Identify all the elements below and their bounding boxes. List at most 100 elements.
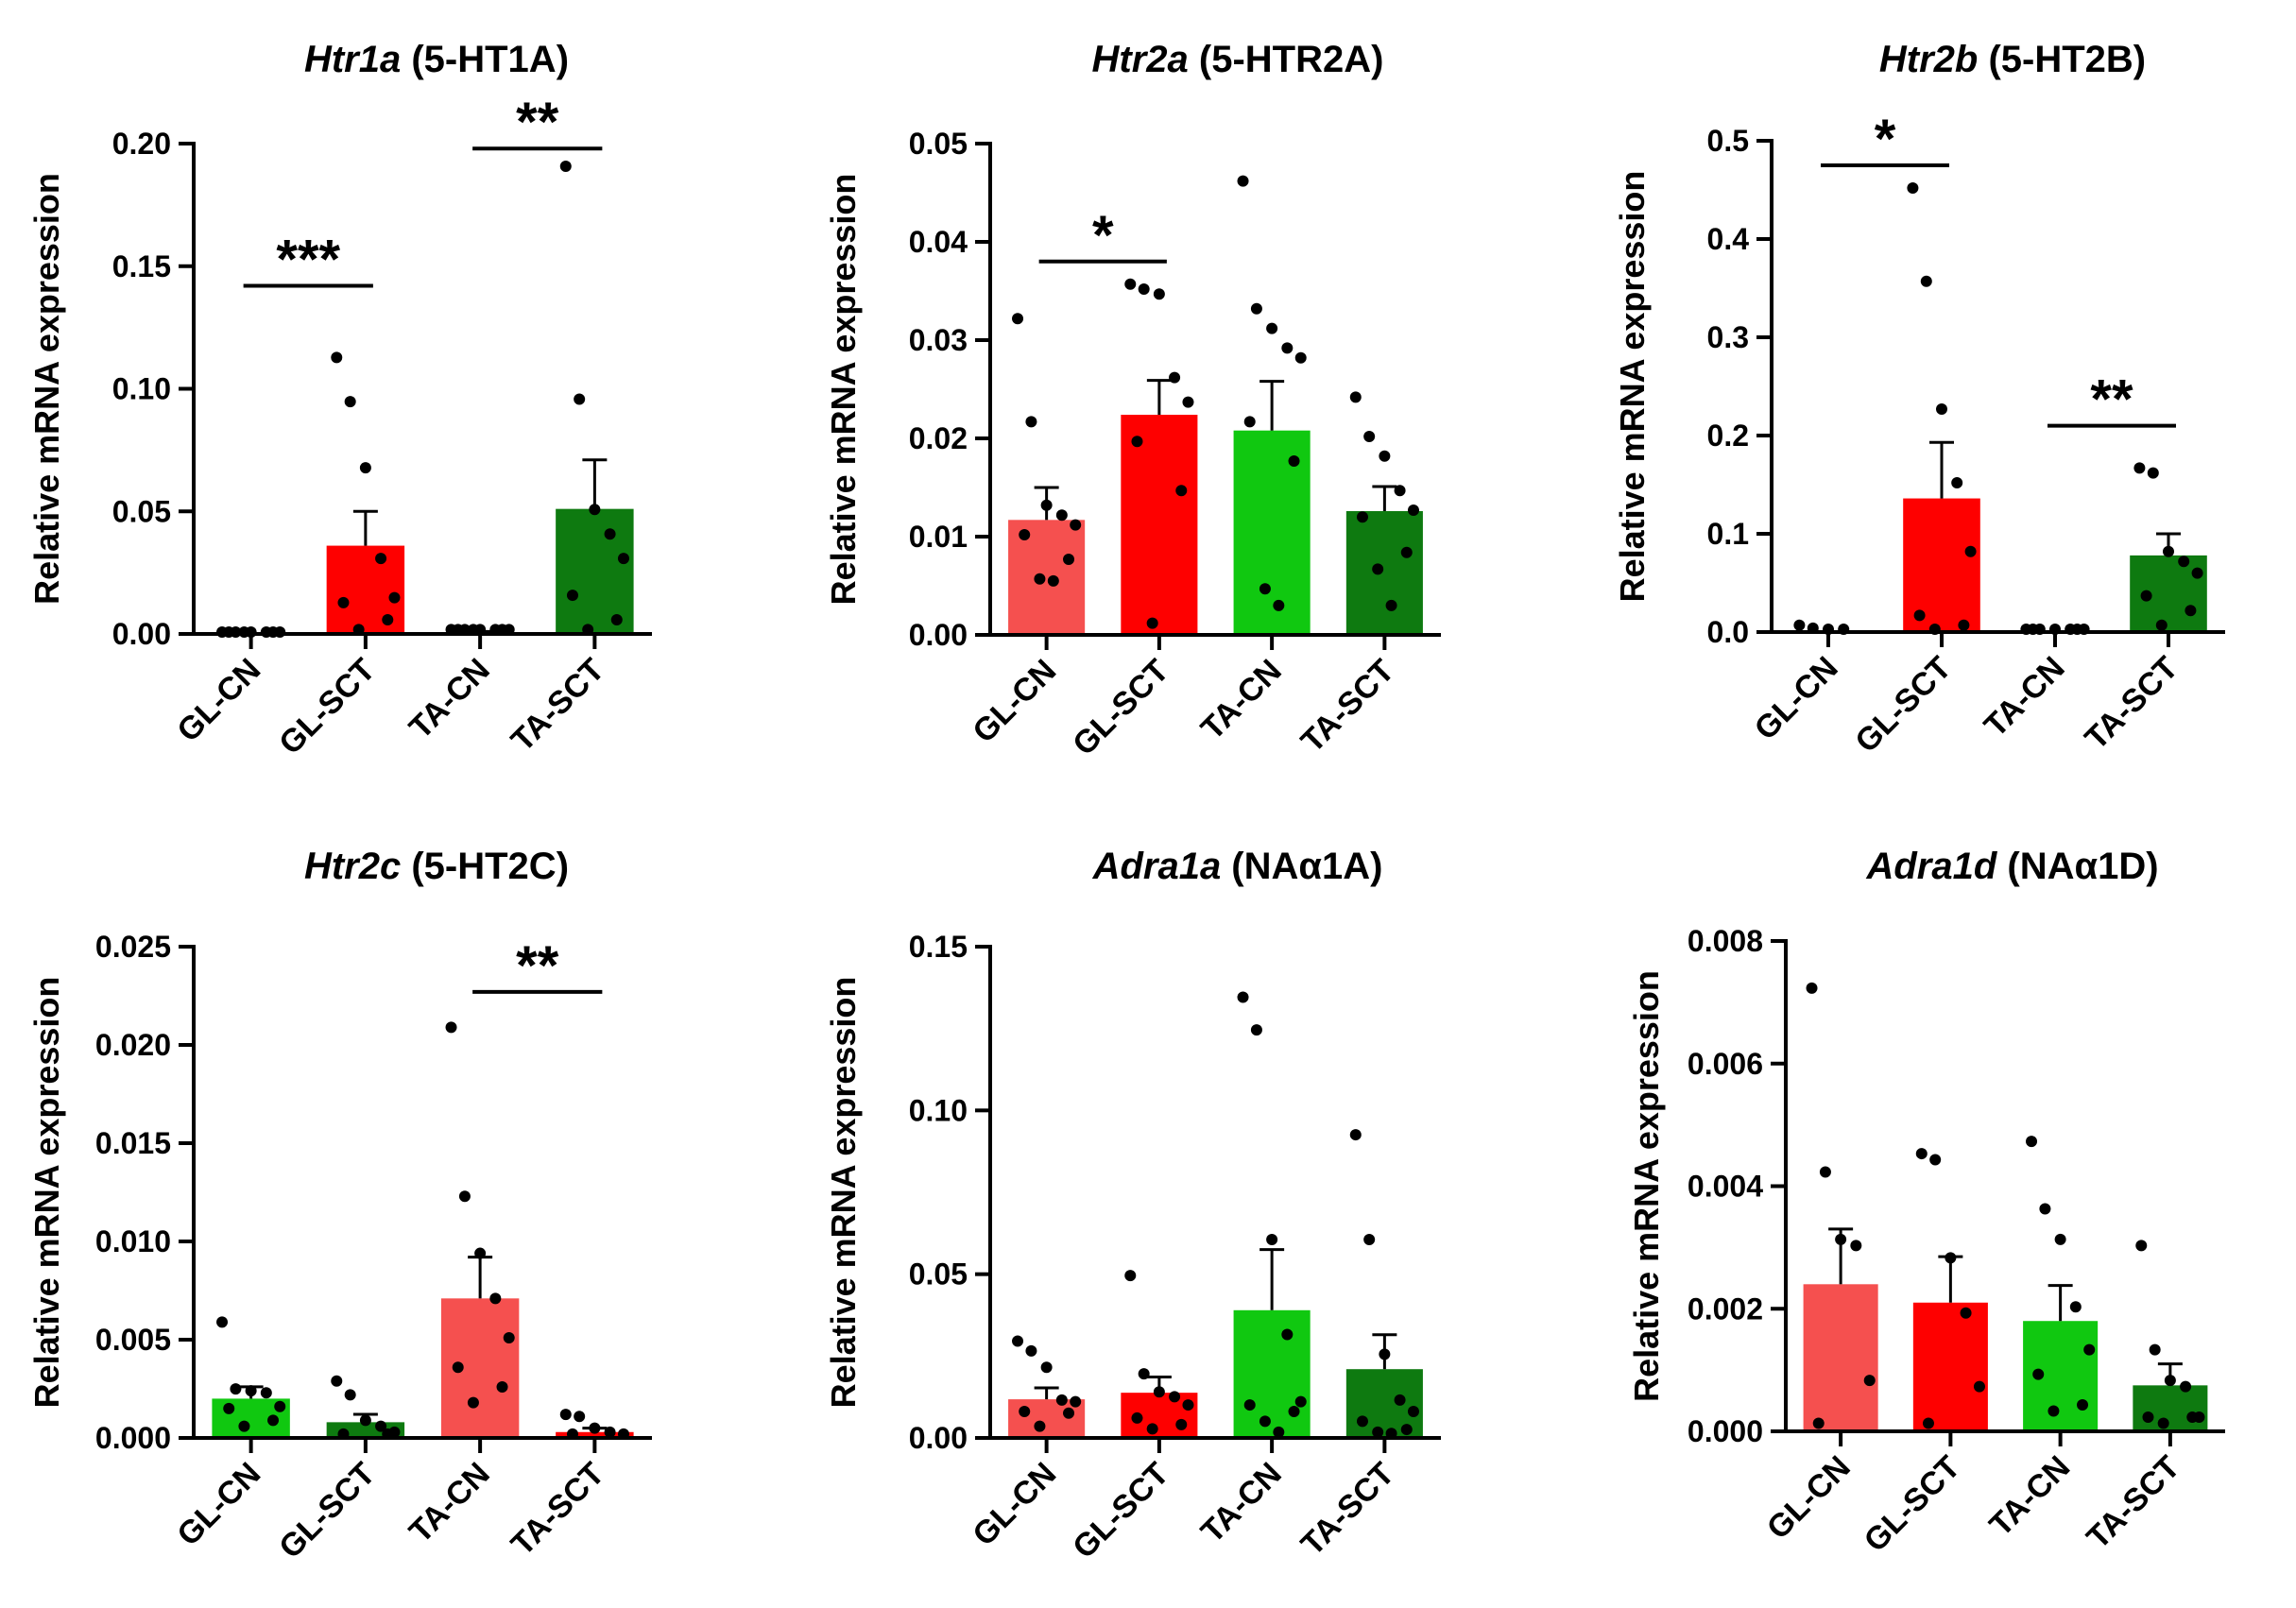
data-point	[1913, 609, 1926, 622]
data-point	[2147, 467, 2159, 479]
chart-title: Adra1d (NAα1D)	[1865, 846, 2158, 887]
data-point	[1936, 403, 1947, 415]
data-point	[1400, 546, 1413, 558]
bar-gl-sct	[1121, 415, 1198, 635]
data-point	[337, 596, 350, 608]
x-tick-label-gl-sct: GL-SCT	[1858, 1449, 1968, 1560]
data-point	[1281, 1328, 1294, 1341]
data-point	[445, 1021, 457, 1034]
y-axis-label: Relative mRNA expression	[824, 977, 863, 1409]
data-point	[1070, 1395, 1082, 1408]
chart-title-gene: Htr2a	[1092, 39, 1189, 80]
bar-ta-sct	[1345, 510, 1423, 635]
significance-marker: ***	[276, 230, 340, 291]
data-point	[1131, 1411, 1143, 1424]
data-point	[1363, 1234, 1376, 1245]
x-tick-label-gl-cn: GL-CN	[1760, 1449, 1858, 1547]
y-tick-label: 0.4	[1707, 222, 1750, 256]
chart-title: Htr2b (5-HT2B)	[1879, 39, 2146, 80]
chart-panel-adra1a: Adra1a (NAα1A) Relative mRNA expression 0.…	[824, 846, 1441, 1565]
data-point	[1063, 1407, 1075, 1419]
chart-title-protein: (5-HTR2A)	[1189, 39, 1384, 80]
data-point	[2191, 567, 2203, 579]
y-tick-label: 0.010	[95, 1224, 171, 1258]
bar-ta-sct	[2133, 1385, 2208, 1431]
data-point	[1929, 1154, 1942, 1166]
data-point	[2185, 605, 2197, 617]
data-point	[1294, 351, 1307, 364]
data-point	[1055, 509, 1068, 522]
data-point	[589, 504, 601, 516]
data-point	[1915, 1148, 1928, 1160]
data-point	[2133, 462, 2146, 474]
x-tick-label-ta-sct: TA-SCT	[2078, 650, 2185, 757]
y-axis-label: Relative mRNA expression	[824, 174, 863, 606]
data-point	[274, 1400, 286, 1412]
data-point	[1040, 499, 1053, 511]
y-tick-label: 0.05	[909, 1257, 968, 1292]
data-point	[1920, 275, 1932, 287]
data-point	[559, 1409, 572, 1421]
y-tick-label: 0.00	[909, 618, 968, 652]
chart-title-protein: (5-HT2B)	[1978, 39, 2146, 80]
y-tick-label: 0.004	[1688, 1170, 1763, 1204]
chart-panel-htr1a: Htr1a (5-HT1A) Relative mRNA expression 0.…	[27, 39, 652, 761]
data-point	[2178, 556, 2190, 568]
y-tick-label: 0.05	[112, 494, 171, 528]
data-point	[1124, 278, 1137, 290]
bar-ta-sct	[556, 1431, 634, 1438]
data-point	[474, 1247, 487, 1259]
data-point	[574, 393, 586, 405]
data-point	[375, 1420, 387, 1432]
data-point	[2048, 1405, 2060, 1417]
x-tick-label-gl-sct: GL-SCT	[272, 652, 383, 762]
data-point	[1850, 1240, 1862, 1252]
data-point	[2039, 1203, 2051, 1215]
data-point	[604, 1426, 616, 1438]
data-point	[331, 1375, 343, 1387]
data-point	[1138, 1368, 1150, 1380]
data-point	[1407, 1406, 1419, 1417]
x-tick-label-gl-cn: GL-CN	[1748, 650, 1845, 747]
y-tick-label: 0.2	[1707, 419, 1749, 453]
data-point	[452, 1361, 464, 1374]
data-point	[1372, 563, 1384, 575]
data-point	[1243, 1399, 1256, 1411]
x-tick-label-gl-cn: GL-CN	[966, 653, 1063, 750]
data-point	[388, 591, 401, 604]
data-point	[1819, 1166, 1831, 1178]
data-point	[1243, 416, 1256, 428]
data-point	[1394, 1394, 1406, 1406]
chart-title: Adra1a (NAα1A)	[1092, 846, 1383, 887]
data-point	[267, 1414, 280, 1427]
data-point	[1146, 1423, 1158, 1435]
data-point	[245, 1385, 257, 1397]
y-tick-label: 0.015	[95, 1126, 171, 1160]
data-point	[2054, 1233, 2066, 1245]
y-axis-label: Relative mRNA expression	[1627, 970, 1666, 1402]
data-point	[1812, 1417, 1825, 1429]
x-tick-label-gl-cn: GL-CN	[170, 652, 267, 749]
y-tick-label: 0.04	[909, 225, 968, 259]
x-tick-label-ta-sct: TA-SCT	[2080, 1449, 2186, 1556]
data-point	[1294, 1395, 1307, 1408]
data-point	[1250, 1024, 1262, 1036]
data-point	[1259, 583, 1271, 595]
y-tick-label: 0.10	[909, 1093, 968, 1127]
chart-title-gene: Htr2b	[1879, 39, 1978, 80]
data-point	[574, 1411, 586, 1423]
data-point	[1259, 1415, 1271, 1428]
data-point	[359, 1414, 371, 1427]
data-point	[2149, 1343, 2161, 1356]
significance-marker: *	[1875, 109, 1896, 170]
data-point	[496, 1381, 508, 1393]
data-point	[1153, 288, 1165, 300]
y-tick-label: 0.000	[95, 1421, 171, 1455]
data-point	[1273, 1426, 1285, 1438]
y-tick-label: 0.0	[1707, 615, 1749, 649]
data-point	[503, 1332, 515, 1343]
bar-gl-sct	[1903, 498, 1980, 632]
chart-title: Htr2a (5-HTR2A)	[1092, 39, 1384, 80]
y-tick-label: 0.15	[909, 930, 968, 964]
data-point	[458, 1190, 471, 1203]
